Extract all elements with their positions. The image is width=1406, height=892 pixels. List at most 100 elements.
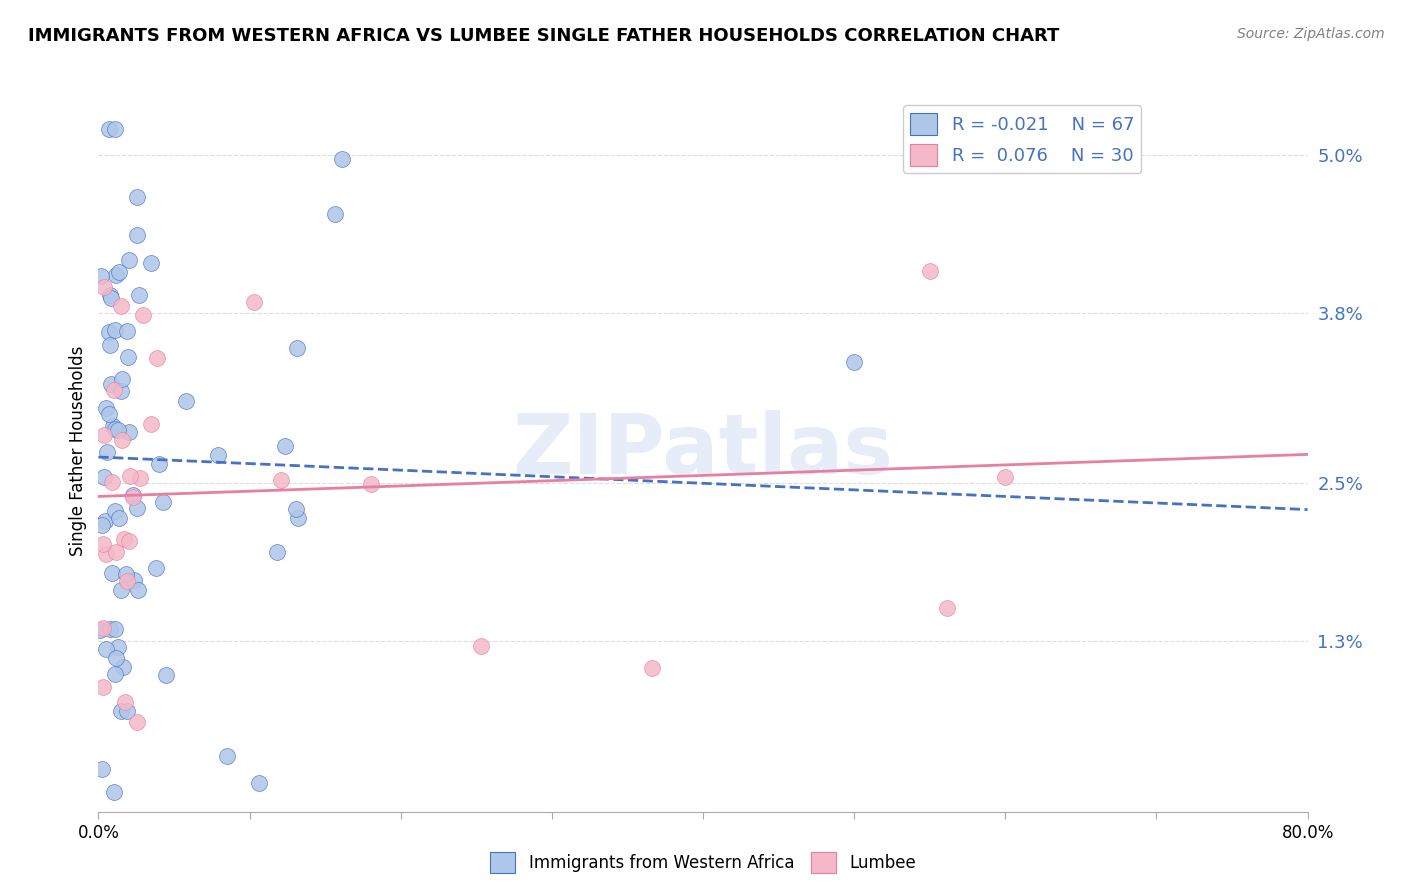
Point (114, 695, 136, 709)
Point (148, 457, 170, 471)
Point (103, 419, 125, 434)
Point (115, 574, 138, 588)
Point (100, 291, 122, 305)
Point (91, 517, 114, 532)
Point (118, 253, 141, 268)
Point (108, 265, 131, 279)
Point (145, 561, 167, 575)
Point (243, 294, 266, 309)
Point (274, 439, 297, 453)
Point (110, 582, 132, 597)
Point (111, 660, 134, 674)
Point (127, 501, 149, 516)
Point (844, 355, 866, 369)
Legend: Immigrants from Western Africa, Lumbee: Immigrants from Western Africa, Lumbee (484, 846, 922, 880)
Point (98, 622, 121, 636)
Point (124, 574, 146, 588)
Point (918, 264, 941, 278)
Point (98, 288, 121, 302)
Point (104, 666, 127, 681)
Point (108, 510, 131, 524)
Legend: R = -0.021    N = 67, R =  0.076    N = 30: R = -0.021 N = 67, R = 0.076 N = 30 (903, 105, 1142, 173)
Point (110, 300, 132, 314)
Point (91, 621, 114, 635)
Point (107, 423, 129, 437)
Point (125, 228, 148, 243)
Point (141, 417, 163, 432)
Point (96, 547, 118, 561)
Point (104, 268, 127, 282)
Point (117, 425, 139, 440)
Point (93, 470, 115, 484)
Point (284, 502, 307, 516)
Point (103, 383, 125, 397)
Point (91, 681, 114, 695)
Point (127, 715, 149, 730)
Point (330, 152, 353, 166)
Point (146, 351, 169, 365)
Y-axis label: Single Father Households: Single Father Households (69, 345, 87, 556)
Point (287, 511, 309, 525)
Point (155, 668, 177, 682)
Point (174, 394, 197, 409)
Point (207, 448, 229, 462)
Point (127, 190, 149, 204)
Point (104, 324, 127, 338)
Point (152, 495, 174, 509)
Point (104, 121, 127, 136)
Point (118, 534, 141, 549)
Point (104, 622, 127, 636)
Point (215, 749, 238, 764)
Point (97, 325, 120, 339)
Point (323, 207, 346, 221)
Point (90, 268, 112, 283)
Point (285, 341, 308, 355)
Point (936, 601, 959, 615)
Point (110, 704, 132, 718)
Point (112, 532, 135, 546)
Point (93, 428, 115, 442)
Point (96, 401, 118, 415)
Text: IMMIGRANTS FROM WESTERN AFRICA VS LUMBEE SINGLE FATHER HOUSEHOLDS CORRELATION CH: IMMIGRANTS FROM WESTERN AFRICA VS LUMBEE… (28, 27, 1060, 45)
Point (127, 582, 149, 597)
Point (104, 650, 127, 665)
Point (98, 407, 121, 421)
Point (470, 639, 492, 653)
Point (132, 308, 155, 322)
Point (360, 477, 382, 491)
Point (104, 503, 127, 517)
Point (249, 776, 271, 790)
Point (91, 762, 114, 776)
Point (994, 470, 1017, 484)
Point (122, 490, 145, 504)
Point (96, 641, 118, 656)
Point (100, 376, 122, 391)
Point (129, 471, 152, 485)
Point (100, 475, 122, 490)
Point (110, 384, 132, 398)
Point (270, 473, 292, 487)
Point (141, 256, 163, 270)
Point (115, 704, 138, 718)
Point (96, 445, 118, 459)
Point (98, 338, 121, 352)
Point (117, 350, 139, 364)
Point (111, 372, 134, 386)
Point (122, 488, 145, 502)
Point (107, 640, 129, 654)
Point (111, 433, 134, 447)
Point (118, 469, 141, 483)
Point (97, 121, 120, 136)
Point (93, 514, 115, 528)
Point (115, 324, 138, 338)
Text: ZIPatlas: ZIPatlas (513, 410, 893, 491)
Point (91, 537, 114, 551)
Point (89, 623, 111, 637)
Text: Source: ZipAtlas.com: Source: ZipAtlas.com (1237, 27, 1385, 41)
Point (641, 661, 664, 675)
Point (93, 280, 115, 294)
Point (115, 567, 138, 582)
Point (101, 566, 124, 580)
Point (103, 785, 125, 799)
Point (128, 288, 150, 302)
